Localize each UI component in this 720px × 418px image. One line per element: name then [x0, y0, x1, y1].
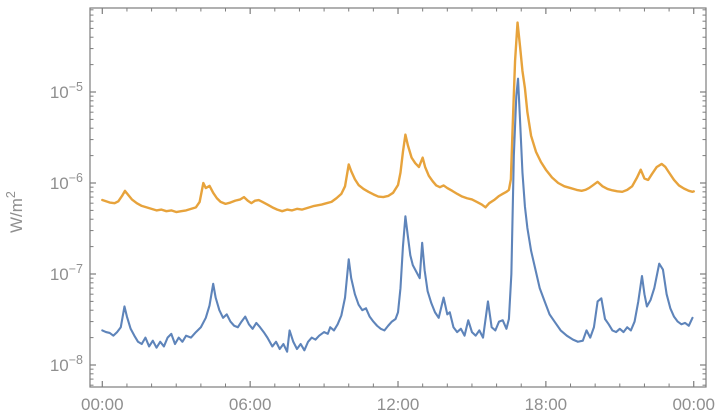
- x-tick-label: 18:00: [525, 395, 568, 414]
- y-tick-label: 10−7: [50, 262, 83, 284]
- x-tick-label: 00:00: [672, 395, 715, 414]
- y-tick-label: 10−8: [50, 353, 83, 375]
- y-tick-label: 10−6: [50, 171, 83, 193]
- x-tick-label: 12:00: [377, 395, 420, 414]
- x-tick-labels: 00:00 06:00 12:00 18:00 00:00: [81, 395, 715, 414]
- x-tick-label: 06:00: [229, 395, 272, 414]
- x-tick-label: 00:00: [81, 395, 124, 414]
- series-line-upper-orange: [101, 21, 695, 214]
- y-tick-label: 10−5: [50, 80, 83, 102]
- y-tick-labels: 10−5 10−6 10−7 10−8: [50, 80, 83, 375]
- y-axis-ticks: [90, 9, 706, 386]
- series-line-lower-blue: [101, 77, 694, 353]
- x-axis-ticks: [101, 8, 695, 387]
- y-axis-title: W/m2: [4, 191, 26, 233]
